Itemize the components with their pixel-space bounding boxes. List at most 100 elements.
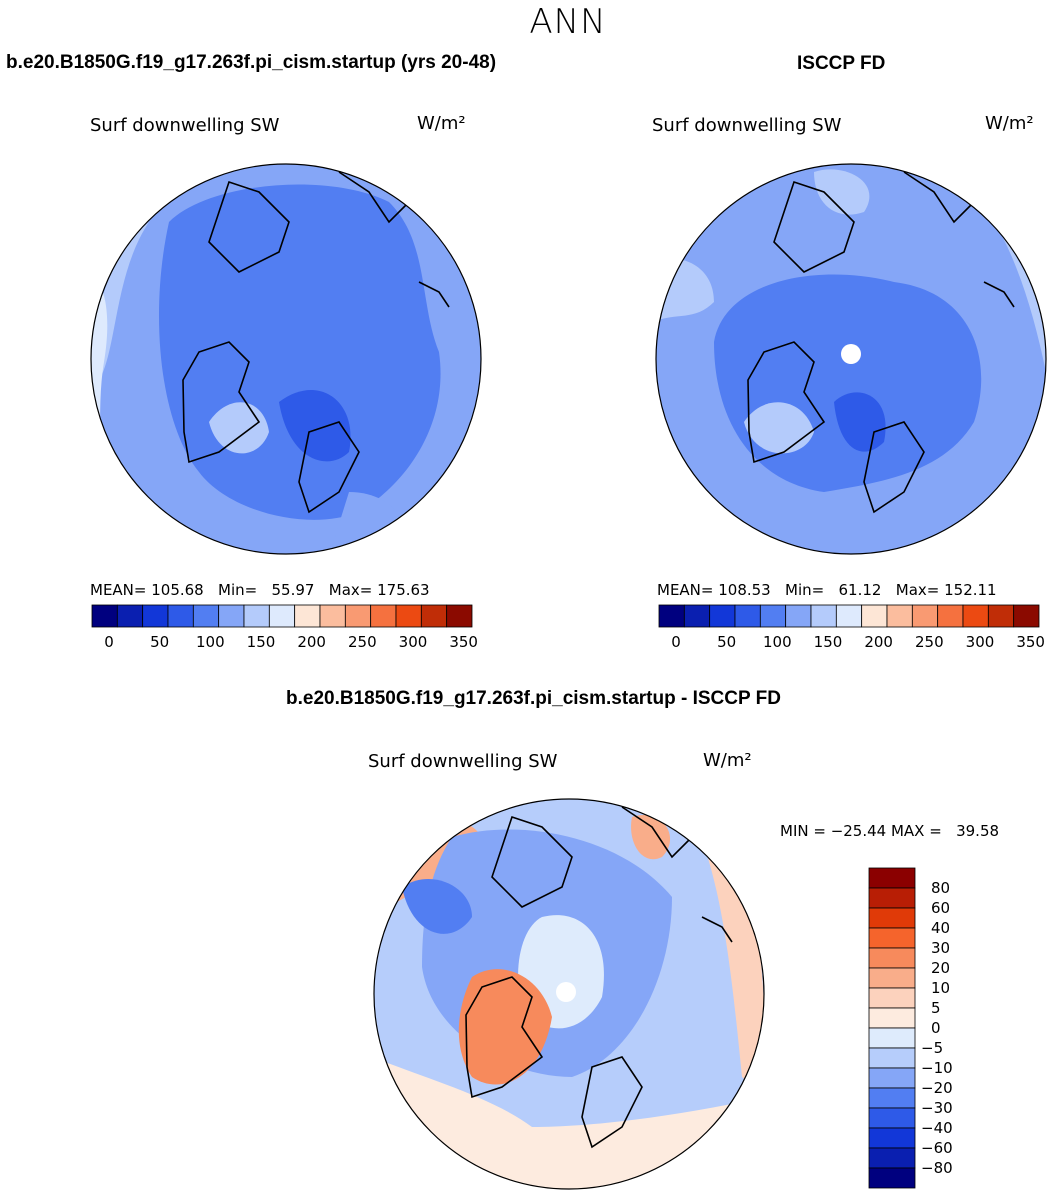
colorbar-tick-label: 150: [813, 633, 843, 651]
panel-2-colorbar-labels: 0 50 100 150 200 250 300 350: [659, 633, 1045, 653]
colorbar-swatch: [167, 604, 194, 628]
colorbar-swatch: [91, 604, 118, 628]
panel-2-stats: MEAN= 108.53 Min= 61.12 Max= 152.11: [657, 581, 997, 599]
colorbar-swatch: [835, 604, 863, 628]
coastline: [773, 180, 855, 273]
coastline: [491, 815, 573, 908]
colorbar-swatch: [446, 604, 473, 628]
coastline: [983, 281, 1015, 308]
colorbar-tick-label: 250: [915, 633, 944, 651]
colorbar-swatch: [868, 1127, 916, 1149]
colorbar-swatch: [344, 604, 372, 628]
colorbar-swatch: [294, 604, 321, 628]
colorbar-swatch: [937, 604, 964, 628]
colorbar-swatch: [709, 604, 736, 628]
panel-1-title: b.e20.B1850G.f19_g17.263f.pi_cism.startu…: [6, 52, 497, 73]
panel-1-variable-label: Surf downwelling SW: [90, 115, 280, 136]
colorbar-tick-label: 5: [931, 999, 941, 1017]
coastline: [621, 806, 693, 859]
colorbar-swatch: [868, 927, 916, 949]
colorbar-tick-label: 40: [931, 919, 951, 937]
contour-region: [458, 969, 552, 1085]
coastline: [465, 976, 544, 1099]
panel-1-stats: MEAN= 105.68 Min= 55.97 Max= 175.63: [90, 581, 430, 599]
colorbar-tick-label: 250: [348, 633, 377, 651]
panel-1-polar-map: [90, 163, 482, 555]
colorbar-tick-label: 50: [150, 633, 170, 651]
colorbar-swatch: [868, 967, 916, 989]
colorbar-tick-label: 10: [931, 979, 951, 997]
colorbar-swatch: [868, 1147, 916, 1169]
colorbar-swatch: [868, 1007, 916, 1029]
colorbar-swatch: [395, 604, 422, 628]
colorbar-swatch: [116, 604, 144, 628]
colorbar-swatch: [192, 604, 220, 628]
colorbar-tick-label: −60: [921, 1139, 953, 1157]
colorbar-tick-label: 100: [763, 633, 792, 651]
difference-stats: MIN = −25.44 MAX = 39.58: [780, 822, 1000, 840]
colorbar-swatch: [759, 604, 787, 628]
colorbar-swatch: [911, 604, 939, 628]
colorbar-swatch: [370, 604, 397, 628]
coastline: [298, 421, 360, 514]
colorbar-swatch: [218, 604, 245, 628]
panel-1-colorbar: [91, 604, 473, 628]
map-boundary: [90, 163, 482, 555]
colorbar-tick-label: 20: [931, 959, 951, 977]
colorbar-swatch: [868, 1107, 916, 1129]
colorbar-swatch: [658, 604, 685, 628]
page-title: ANN: [529, 2, 607, 42]
difference-colorbar-labels: 80 60 40 30 20 10 5 0 −5 −10 −20 −30 −40 −60 −80: [921, 868, 1011, 1188]
coastline: [418, 281, 450, 308]
colorbar-swatch: [868, 887, 916, 909]
colorbar-swatch: [810, 604, 837, 628]
coastline: [863, 421, 925, 514]
colorbar-tick-label: 0: [671, 633, 681, 651]
colorbar-tick-label: 100: [196, 633, 225, 651]
colorbar-swatch: [868, 1087, 916, 1109]
colorbar-swatch: [868, 947, 916, 969]
coastline: [182, 341, 261, 464]
colorbar-tick-label: 150: [246, 633, 276, 651]
difference-units-label: W/m²: [703, 750, 752, 771]
colorbar-tick-label: 0: [931, 1019, 941, 1037]
difference-colorbar: [868, 867, 916, 1189]
difference-title: b.e20.B1850G.f19_g17.263f.pi_cism.startu…: [286, 688, 781, 709]
colorbar-swatch: [420, 604, 448, 628]
colorbar-tick-label: 50: [717, 633, 737, 651]
colorbar-tick-label: 0: [104, 633, 114, 651]
colorbar-tick-label: 350: [1016, 633, 1045, 651]
colorbar-tick-label: 200: [864, 633, 893, 651]
panel-2-colorbar: [658, 604, 1040, 628]
panel-2-polar-map: [655, 163, 1047, 555]
contour-region: [814, 169, 870, 215]
coastline: [747, 341, 826, 464]
contour-region: [402, 878, 472, 934]
colorbar-swatch: [886, 604, 913, 628]
colorbar-tick-label: 200: [297, 633, 326, 651]
colorbar-tick-label: 350: [449, 633, 478, 651]
colorbar-swatch: [868, 1027, 916, 1049]
coastline: [338, 171, 410, 224]
colorbar-swatch: [987, 604, 1015, 628]
colorbar-swatch: [868, 1167, 916, 1189]
contour-region: [279, 390, 351, 462]
panel-2-title: ISCCP FD: [797, 53, 886, 74]
difference-variable-label: Surf downwelling SW: [368, 751, 558, 772]
colorbar-tick-label: 30: [931, 939, 951, 957]
contour-region: [159, 184, 441, 520]
colorbar-swatch: [734, 604, 761, 628]
coastline: [581, 1056, 643, 1149]
colorbar-tick-label: 300: [398, 633, 428, 651]
colorbar-swatch: [683, 604, 711, 628]
polar-hole: [556, 982, 576, 1002]
coastline: [208, 180, 290, 273]
colorbar-swatch: [868, 1047, 916, 1069]
map-boundary: [373, 798, 765, 1190]
panel-1-colorbar-labels: 0 50 100 150 200 250 300 350: [92, 633, 478, 653]
map-boundary: [655, 163, 1047, 555]
colorbar-tick-label: −80: [921, 1159, 953, 1177]
colorbar-swatch: [319, 604, 346, 628]
contour-region: [374, 1057, 764, 1189]
colorbar-tick-label: 300: [965, 633, 995, 651]
